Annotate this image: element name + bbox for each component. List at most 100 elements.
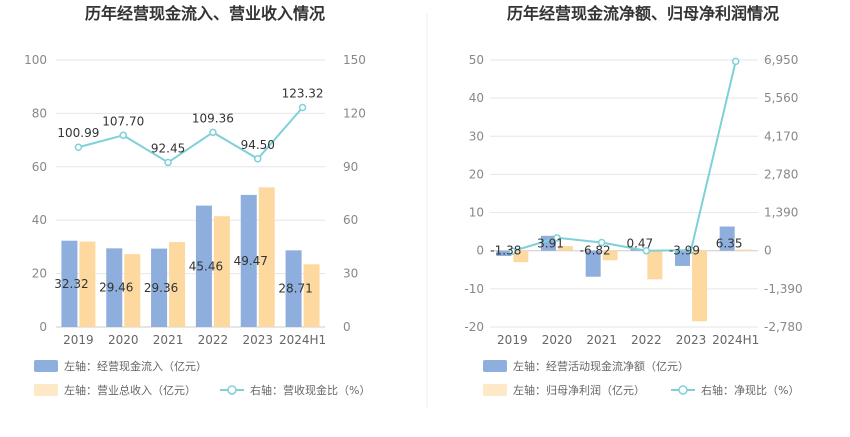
line-data-label: 123.32 xyxy=(282,86,324,100)
x-axis-tick-label: 2024H1 xyxy=(279,333,326,347)
right-axis-tick-label: 90 xyxy=(343,160,358,174)
bar-data-label: 32.32 xyxy=(54,277,88,291)
x-axis-tick-label: 2022 xyxy=(631,333,662,347)
bar-data-label: -6.82 xyxy=(580,244,611,258)
line-data-label: 109.36 xyxy=(192,111,234,125)
bar-data-label: 45.46 xyxy=(189,259,223,273)
x-axis-tick-label: 2021 xyxy=(586,333,617,347)
bar-data-label: 49.47 xyxy=(234,254,268,268)
legend-swatch xyxy=(34,360,58,372)
left-axis-tick-label: 20 xyxy=(32,267,47,281)
left-axis-tick-label: -10 xyxy=(464,282,484,296)
legend-label: 左轴：经营活动现金流净额（亿元） xyxy=(513,359,689,373)
right-axis-tick-label: 30 xyxy=(343,267,358,281)
line-point xyxy=(119,131,127,140)
right-axis-tick-label: 0 xyxy=(343,320,351,334)
bar-data-label: 3.91 xyxy=(537,237,564,251)
left-axis-tick-label: 60 xyxy=(32,160,47,174)
legend-swatch xyxy=(483,384,507,396)
legend-label: 左轴：经营现金流入（亿元） xyxy=(64,359,207,373)
line-data-label: 92.45 xyxy=(151,141,185,155)
left-axis-tick-label: 80 xyxy=(32,106,47,120)
bar xyxy=(169,242,186,327)
series-line xyxy=(512,61,737,253)
bar xyxy=(692,250,707,322)
bar xyxy=(602,250,618,261)
left-axis-tick-label: 0 xyxy=(476,244,484,258)
bar xyxy=(79,241,96,327)
bar-data-label: 29.46 xyxy=(99,281,133,295)
line-point xyxy=(74,143,83,151)
left-axis-tick-label: -20 xyxy=(464,320,484,334)
right-axis-tick-label: 150 xyxy=(343,53,366,67)
right-axis-tick-label: 1,390 xyxy=(764,206,798,220)
line-point xyxy=(298,103,307,112)
line-point xyxy=(209,128,217,137)
line-data-label: 94.50 xyxy=(241,138,275,152)
right-axis-tick-label: -2,780 xyxy=(764,320,803,334)
bar xyxy=(258,187,275,327)
right-axis-tick-label: 2,780 xyxy=(764,167,798,181)
legend-label: 右轴：营收现金比（%） xyxy=(250,383,370,397)
bar xyxy=(719,226,735,251)
bar-data-label: 0.47 xyxy=(626,237,653,251)
line-point xyxy=(254,155,262,163)
legend-line-marker xyxy=(227,385,237,395)
bar-data-label: 6.35 xyxy=(716,237,743,251)
bar xyxy=(61,240,78,327)
line-point xyxy=(164,158,172,167)
bar-data-label: -1.38 xyxy=(490,244,521,258)
right-axis-tick-label: 60 xyxy=(343,213,358,227)
line-point xyxy=(642,246,651,255)
right-axis-tick-label: 0 xyxy=(764,244,772,258)
bar xyxy=(513,250,529,263)
right-axis-tick-label: 5,560 xyxy=(764,91,798,105)
line-point xyxy=(508,247,517,256)
left-axis-tick-label: 40 xyxy=(32,213,47,227)
x-axis-tick-label: 2023 xyxy=(676,333,707,347)
x-axis-tick-label: 2022 xyxy=(198,333,229,347)
right-axis-tick-label: 120 xyxy=(343,106,366,120)
left-axis-tick-label: 30 xyxy=(469,129,484,143)
bar xyxy=(585,250,601,277)
bar xyxy=(151,248,168,327)
bar xyxy=(106,248,123,327)
line-point xyxy=(731,57,740,66)
legend-line-marker xyxy=(678,385,688,395)
bar xyxy=(195,205,212,327)
legend-label: 右轴：净现比（%） xyxy=(701,383,799,397)
left-axis-tick-label: 40 xyxy=(469,91,484,105)
left-axis-tick-label: 20 xyxy=(469,167,484,181)
bar xyxy=(240,194,257,327)
x-axis-tick-label: 2019 xyxy=(63,333,94,347)
series-line xyxy=(78,106,304,164)
x-axis-tick-label: 2024H1 xyxy=(712,333,759,347)
right-axis-tick-label: 4,170 xyxy=(764,129,798,143)
bar xyxy=(558,246,573,251)
line-data-label: 100.99 xyxy=(57,126,99,140)
bar xyxy=(675,250,690,266)
legend-label: 左轴：营业总收入（亿元） xyxy=(64,383,196,397)
right-axis-tick-label: 6,950 xyxy=(764,53,798,67)
bar xyxy=(285,250,302,327)
right-axis-tick-label: -1,390 xyxy=(764,282,803,296)
x-axis-tick-label: 2020 xyxy=(108,333,139,347)
left-axis-tick-label: 10 xyxy=(469,206,484,220)
bar xyxy=(496,250,512,256)
legend-swatch xyxy=(34,384,58,396)
legend-swatch xyxy=(483,360,507,372)
line-point xyxy=(553,234,561,242)
x-axis-tick-label: 2021 xyxy=(153,333,184,347)
bar-data-label: 29.36 xyxy=(144,281,178,295)
chart-title: 历年经营现金流入、营业收入情况 xyxy=(85,4,325,23)
bar-data-label: -3.99 xyxy=(669,244,700,258)
left-axis-tick-label: 100 xyxy=(24,53,47,67)
bar xyxy=(736,249,752,251)
legend-label: 左轴：归母净利润（亿元） xyxy=(513,383,645,397)
bar-data-label: 28.71 xyxy=(278,282,312,296)
bar xyxy=(213,216,230,327)
line-point xyxy=(597,238,606,247)
line-point xyxy=(687,246,695,254)
